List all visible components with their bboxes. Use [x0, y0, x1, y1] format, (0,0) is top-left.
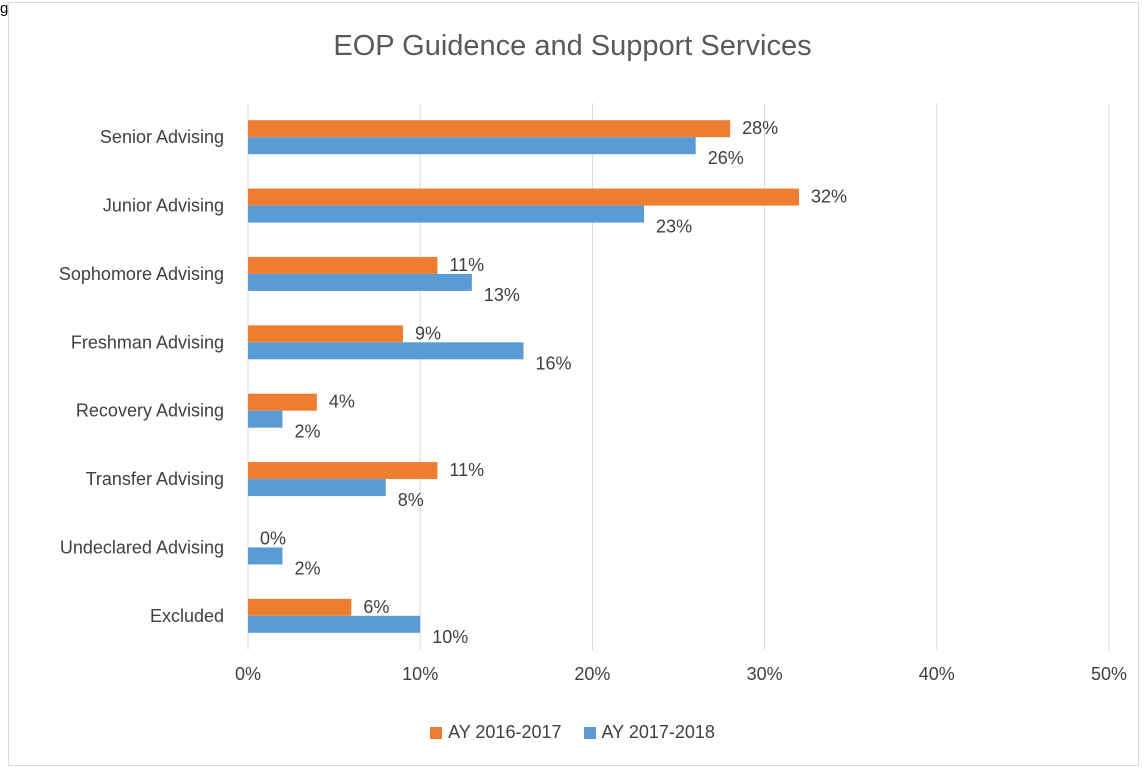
corner-text: g: [0, 0, 9, 17]
data-label-series-1: 6%: [363, 597, 389, 617]
bar-series-2: [248, 547, 283, 565]
legend-item-series-2: AY 2017-2018: [583, 722, 715, 743]
category-label: Recovery Advising: [76, 401, 224, 421]
data-label-series-1: 11%: [449, 255, 484, 275]
data-labels: 28%26%32%23%11%13%9%16%4%2%11%8%0%2%6%10…: [260, 118, 847, 647]
data-label-series-2: 13%: [484, 285, 520, 305]
data-label-series-2: 23%: [656, 217, 692, 237]
category-label: Freshman Advising: [71, 332, 224, 352]
bar-series-2: [248, 479, 386, 497]
bar-series-1: [248, 393, 317, 411]
bar-series-2: [248, 273, 472, 291]
x-tick-label: 10%: [402, 664, 438, 684]
data-label-series-2: 10%: [432, 627, 468, 647]
bar-series-1: [248, 462, 438, 480]
x-tick-labels: 0% 10% 20% 30% 40% 50%: [235, 664, 1127, 684]
bar-series-2: [248, 205, 645, 223]
bar-series-2: [248, 615, 421, 633]
legend-label-series-1: AY 2016-2017: [448, 722, 562, 742]
legend-label-series-2: AY 2017-2018: [601, 722, 715, 742]
data-label-series-2: 2%: [294, 558, 320, 578]
bar-series-1: [248, 120, 731, 138]
category-label: Undeclared Advising: [60, 537, 224, 557]
data-label-series-2: 2%: [294, 422, 320, 442]
data-label-series-1: 9%: [415, 323, 441, 343]
x-tick-label: 40%: [919, 664, 955, 684]
bar-series-1: [248, 188, 800, 206]
bar-series-2: [248, 137, 696, 155]
data-label-series-1: 32%: [811, 187, 847, 207]
bar-series-1: [248, 256, 438, 274]
legend-item-series-1: AY 2016-2017: [430, 722, 562, 743]
data-label-series-2: 8%: [398, 490, 424, 510]
category-labels: Senior Advising Junior Advising Sophomore …: [59, 127, 224, 626]
data-label-series-1: 0%: [260, 528, 286, 548]
category-label: Junior Advising: [103, 196, 224, 216]
gridlines: [247, 103, 1110, 650]
category-label: Excluded: [150, 606, 224, 626]
data-label-series-2: 16%: [536, 353, 572, 373]
bar-series-2: [248, 342, 524, 360]
legend: AY 2016-2017 AY 2017-2018: [0, 722, 1145, 743]
legend-swatch-series-2: [583, 726, 596, 739]
bars: [248, 120, 800, 633]
x-tick-label: 50%: [1091, 664, 1127, 684]
bar-series-2: [248, 410, 283, 428]
bar-series-1: [248, 325, 403, 343]
category-label: Senior Advising: [100, 127, 224, 147]
data-label-series-1: 11%: [449, 460, 484, 480]
data-label-series-1: 28%: [742, 118, 778, 138]
x-tick-label: 20%: [574, 664, 610, 684]
legend-swatch-series-1: [430, 726, 443, 739]
data-label-series-1: 4%: [329, 392, 355, 412]
category-label: Transfer Advising: [86, 469, 224, 489]
data-label-series-2: 26%: [708, 148, 744, 168]
chart-title: EOP Guidence and Support Services: [333, 30, 812, 62]
x-tick-label: 0%: [235, 664, 261, 684]
bar-series-1: [248, 598, 352, 616]
category-label: Sophomore Advising: [59, 264, 224, 284]
x-tick-label: 30%: [747, 664, 783, 684]
